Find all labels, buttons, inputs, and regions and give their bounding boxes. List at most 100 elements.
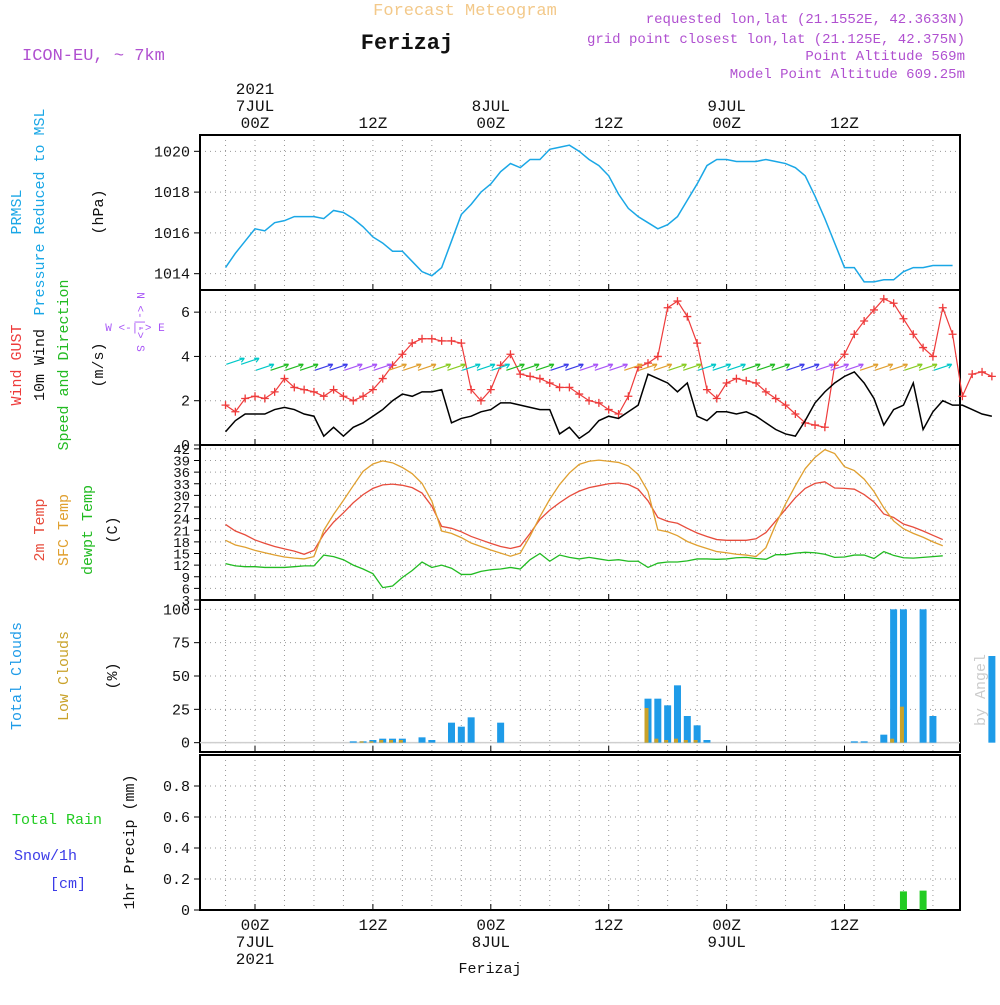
bottom-time-label: 00Z xyxy=(241,917,270,935)
gust-marker xyxy=(987,372,996,381)
total-cloud-bar xyxy=(448,722,455,743)
gust-marker xyxy=(702,385,711,394)
pressure-line xyxy=(224,144,953,283)
gust-marker xyxy=(850,330,859,339)
top-time-label: 12Z xyxy=(594,115,623,133)
temp-unit: (C) xyxy=(105,516,122,543)
ytick-label-wind: 4 xyxy=(181,349,190,366)
ytick-label-wind: 6 xyxy=(181,305,190,322)
low-cloud-bar xyxy=(644,708,649,743)
wind-arrow xyxy=(594,363,614,371)
gust-marker xyxy=(673,297,682,306)
gust-marker xyxy=(506,350,515,359)
gust-marker xyxy=(418,334,427,343)
ytick-label-temp: 15 xyxy=(173,548,190,564)
ytick-label-wind: 0 xyxy=(181,438,190,455)
top-time-label: 00Z xyxy=(712,115,741,133)
wind-unit: (m/s) xyxy=(91,342,108,387)
low-cloud-bar xyxy=(398,740,403,743)
gust-marker xyxy=(535,374,544,383)
top-time-label: 8JUL xyxy=(472,98,510,116)
gust-marker xyxy=(447,336,456,345)
point-altitude: Point Altitude 569m xyxy=(805,49,965,65)
wind-arrow xyxy=(933,363,953,371)
gust-marker xyxy=(467,385,476,394)
bottom-time-label: 2021 xyxy=(236,951,274,969)
gust-marker xyxy=(329,385,338,394)
top-time-label: 12Z xyxy=(358,115,387,133)
pressure-unit: (hPa) xyxy=(91,189,108,234)
total-cloud-bar xyxy=(919,609,927,743)
wind-arrow xyxy=(403,363,422,371)
top-time-label: 7JUL xyxy=(236,98,274,116)
wind-arrow xyxy=(417,363,437,371)
wind-arrow xyxy=(624,363,643,371)
credit-watermark: by Angel xyxy=(973,654,990,726)
model-altitude: Model Point Altitude 609.25m xyxy=(730,67,965,83)
location-title: Ferizaj xyxy=(361,31,453,56)
gust-marker xyxy=(624,392,633,401)
total-cloud-bar xyxy=(497,722,505,743)
requested-coords: requested lon,lat (21.1552E, 42.3633N) xyxy=(646,12,965,28)
ytick-label-temp: 27 xyxy=(173,501,190,517)
precip-rain-label: Total Rain xyxy=(12,812,102,829)
gust-marker xyxy=(889,299,898,308)
wind-arrow xyxy=(226,357,245,365)
wind-arrow xyxy=(255,363,275,371)
wind-arrow xyxy=(329,363,348,371)
gust-marker xyxy=(486,385,495,394)
bottom-time-label: 7JUL xyxy=(236,934,274,952)
wind-arrow xyxy=(609,363,629,371)
wind-arrow xyxy=(579,363,599,371)
bottom-time-label: 00Z xyxy=(712,917,741,935)
sfc-temp-line xyxy=(225,448,943,560)
gust-marker xyxy=(811,421,820,430)
gust-marker xyxy=(928,352,937,361)
ytick-label-wind: 2 xyxy=(181,394,190,411)
cloud-label-2: Low Clouds xyxy=(56,631,73,721)
ytick-label-pressure: 1016 xyxy=(154,226,190,243)
gust-marker xyxy=(585,396,594,405)
wind-arrow xyxy=(815,363,835,371)
wind-arrow xyxy=(432,363,452,371)
gust-marker xyxy=(742,376,751,385)
panel-frame-cloud xyxy=(199,599,961,753)
gust-marker xyxy=(732,374,741,383)
top-time-label: 2021 xyxy=(236,81,274,99)
low-cloud-bar xyxy=(693,740,698,743)
ytick-label-temp: 6 xyxy=(182,582,190,598)
wind-arrow xyxy=(771,363,791,371)
ytick-label-temp: 12 xyxy=(173,559,190,575)
ytick-label-pressure: 1014 xyxy=(154,267,190,284)
wind-arrow xyxy=(285,363,304,371)
top-time-label: 9JUL xyxy=(707,98,745,116)
temp2m-line xyxy=(225,481,944,555)
ytick-label-temp: 39 xyxy=(173,455,190,471)
ytick-label-precip: 0 xyxy=(181,903,190,920)
wind-arrow xyxy=(874,363,894,371)
gust-marker xyxy=(899,314,908,323)
gust-marker xyxy=(319,392,328,401)
precip-ylabel: 1hr Precip (mm) xyxy=(122,774,139,909)
bottom-time-label: 12Z xyxy=(594,917,623,935)
gust-marker xyxy=(516,370,525,379)
gust-marker xyxy=(565,383,574,392)
gust-marker xyxy=(300,385,309,394)
total-cloud-bar xyxy=(457,726,465,743)
gust-marker xyxy=(968,370,977,379)
precip-snow-label: Snow/1h xyxy=(14,848,77,865)
gust-marker xyxy=(290,383,299,392)
low-cloud-bar xyxy=(899,706,904,743)
gust-marker xyxy=(663,303,672,312)
wind-arrow xyxy=(270,363,290,371)
temp-label-2: SFC Temp xyxy=(56,494,73,566)
gust-marker xyxy=(919,343,928,352)
wind-arrow xyxy=(314,363,334,371)
wind-arrow xyxy=(344,363,363,371)
gust-marker xyxy=(614,410,623,418)
gust-marker xyxy=(260,394,269,403)
wind-arrow xyxy=(299,363,319,371)
wind-arrow xyxy=(388,363,407,371)
gust-marker xyxy=(270,387,279,396)
wind-arrow xyxy=(756,363,776,371)
